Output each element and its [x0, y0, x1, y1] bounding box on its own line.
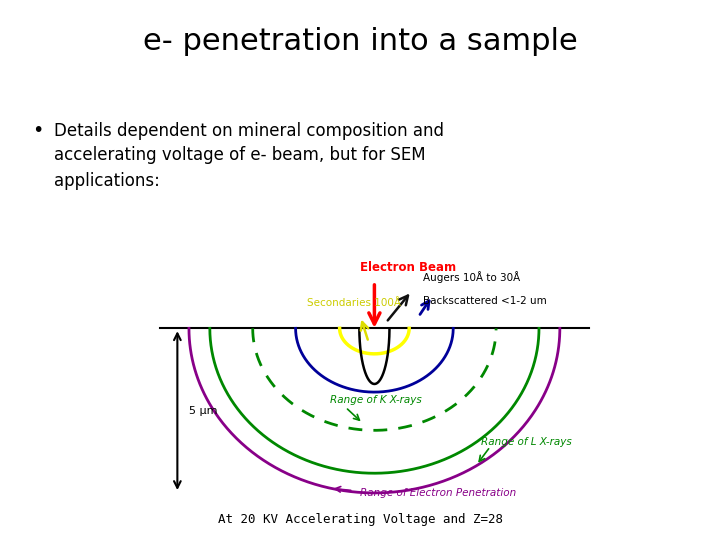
Text: Augers 10Å to 30Å: Augers 10Å to 30Å: [423, 272, 521, 284]
Text: At 20 KV Accelerating Voltage and Z=28: At 20 KV Accelerating Voltage and Z=28: [217, 514, 503, 526]
Text: Electron Beam: Electron Beam: [361, 261, 456, 274]
Text: 5 μm: 5 μm: [189, 406, 217, 416]
Text: Secondaries 100Å: Secondaries 100Å: [307, 298, 401, 308]
Text: Range of Electron Penetration: Range of Electron Penetration: [361, 488, 517, 498]
Text: Range of K X-rays: Range of K X-rays: [330, 395, 422, 405]
Text: Backscattered <1-2 um: Backscattered <1-2 um: [423, 295, 546, 306]
Text: Range of L X-rays: Range of L X-rays: [481, 437, 572, 447]
Text: e- penetration into a sample: e- penetration into a sample: [143, 27, 577, 56]
Text: Details dependent on mineral composition and
accelerating voltage of e- beam, bu: Details dependent on mineral composition…: [54, 122, 444, 190]
Text: •: •: [32, 122, 44, 140]
